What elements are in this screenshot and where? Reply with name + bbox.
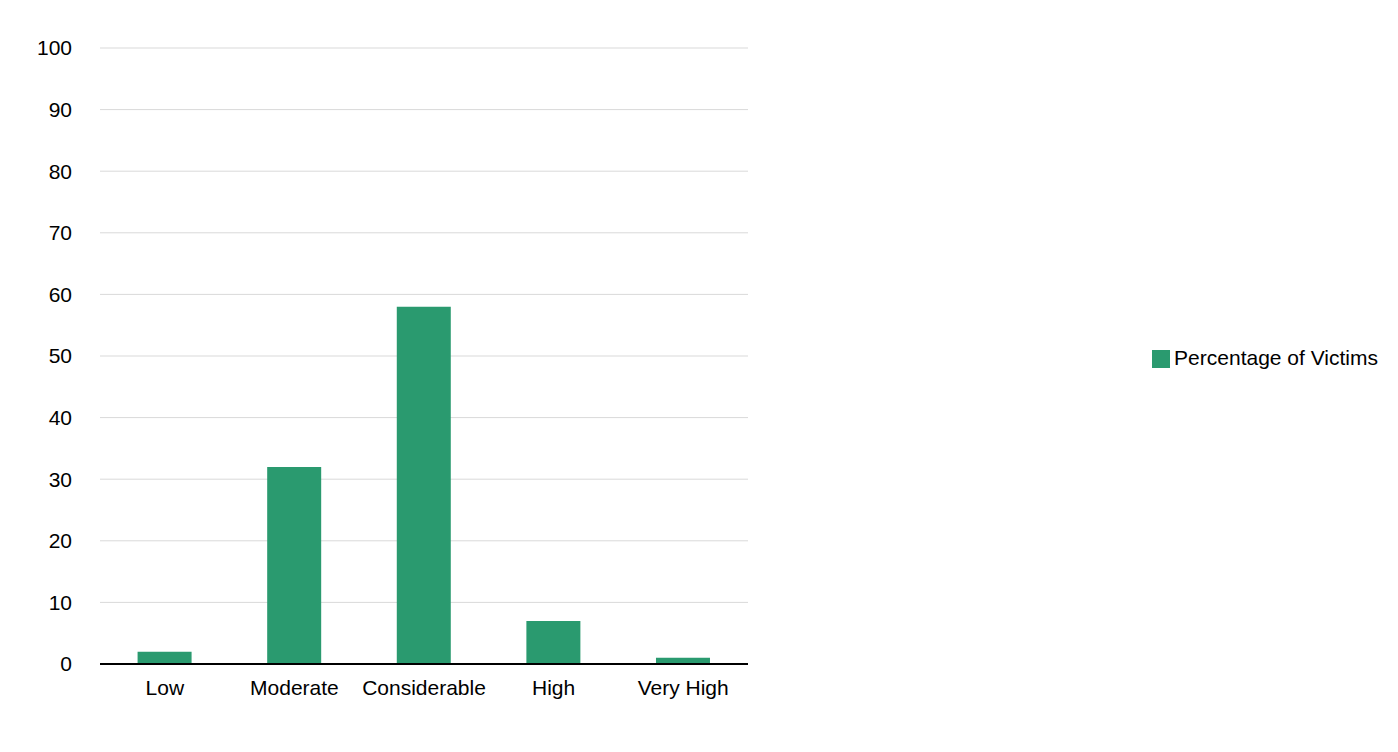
svg-text:High: High: [532, 676, 575, 699]
svg-text:100: 100: [37, 36, 72, 59]
svg-text:Moderate: Moderate: [250, 676, 339, 699]
svg-text:Considerable: Considerable: [362, 676, 486, 699]
svg-text:90: 90: [49, 98, 72, 121]
svg-text:50: 50: [49, 344, 72, 367]
svg-text:0: 0: [60, 652, 72, 675]
svg-text:10: 10: [49, 591, 72, 614]
svg-text:60: 60: [49, 283, 72, 306]
html-text:Percentage of Victims: Percentage of Victims: [1174, 346, 1378, 369]
svg-text:Very High: Very High: [638, 676, 729, 699]
svg-text:20: 20: [49, 529, 72, 552]
svg-text:30: 30: [49, 468, 72, 491]
svg-text:80: 80: [49, 160, 72, 183]
svg-text:40: 40: [49, 406, 72, 429]
svg-text:Low: Low: [146, 676, 185, 699]
svg-text:70: 70: [49, 221, 72, 244]
